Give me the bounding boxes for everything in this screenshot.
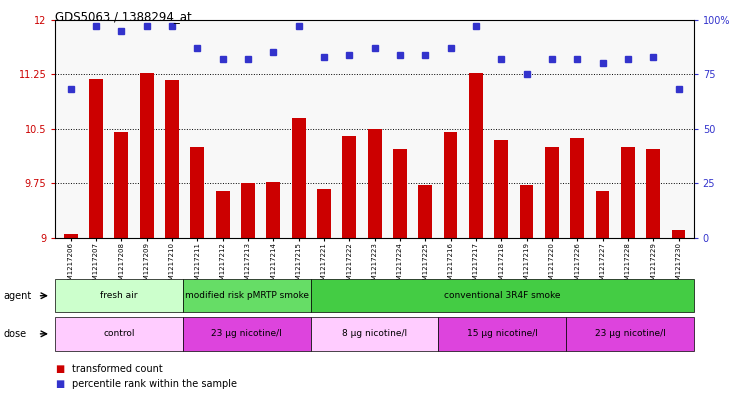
Text: transformed count: transformed count xyxy=(72,364,163,374)
Bar xyxy=(596,191,610,238)
Bar xyxy=(570,138,584,238)
Bar xyxy=(469,73,483,238)
Bar xyxy=(444,132,458,238)
Bar xyxy=(241,183,255,238)
Text: 15 μg nicotine/l: 15 μg nicotine/l xyxy=(466,329,538,338)
Text: conventional 3R4F smoke: conventional 3R4F smoke xyxy=(444,291,560,300)
Bar xyxy=(114,132,128,238)
Bar xyxy=(646,149,661,238)
Bar xyxy=(292,118,306,238)
Bar xyxy=(63,234,77,238)
Text: control: control xyxy=(103,329,135,338)
Text: 23 μg nicotine/l: 23 μg nicotine/l xyxy=(595,329,665,338)
Bar xyxy=(545,147,559,238)
Text: ■: ■ xyxy=(55,379,65,389)
Text: 8 μg nicotine/l: 8 μg nicotine/l xyxy=(342,329,407,338)
Bar xyxy=(621,147,635,238)
Text: percentile rank within the sample: percentile rank within the sample xyxy=(72,379,238,389)
Bar xyxy=(520,185,534,238)
Bar xyxy=(89,79,103,238)
Bar xyxy=(266,182,280,238)
Text: fresh air: fresh air xyxy=(100,291,138,300)
Text: ■: ■ xyxy=(55,364,65,374)
Bar xyxy=(139,73,154,238)
Text: 23 μg nicotine/l: 23 μg nicotine/l xyxy=(212,329,282,338)
Bar xyxy=(317,189,331,238)
Bar xyxy=(418,185,432,238)
Text: modified risk pMRTP smoke: modified risk pMRTP smoke xyxy=(184,291,309,300)
Text: GDS5063 / 1388294_at: GDS5063 / 1388294_at xyxy=(55,10,192,23)
Bar xyxy=(190,147,204,238)
Bar xyxy=(368,129,382,238)
Text: dose: dose xyxy=(4,329,27,339)
Bar xyxy=(342,136,356,238)
Bar xyxy=(393,149,407,238)
Bar xyxy=(494,140,508,238)
Bar xyxy=(215,191,230,238)
Bar xyxy=(672,230,686,238)
Bar xyxy=(165,80,179,238)
Text: agent: agent xyxy=(4,291,32,301)
